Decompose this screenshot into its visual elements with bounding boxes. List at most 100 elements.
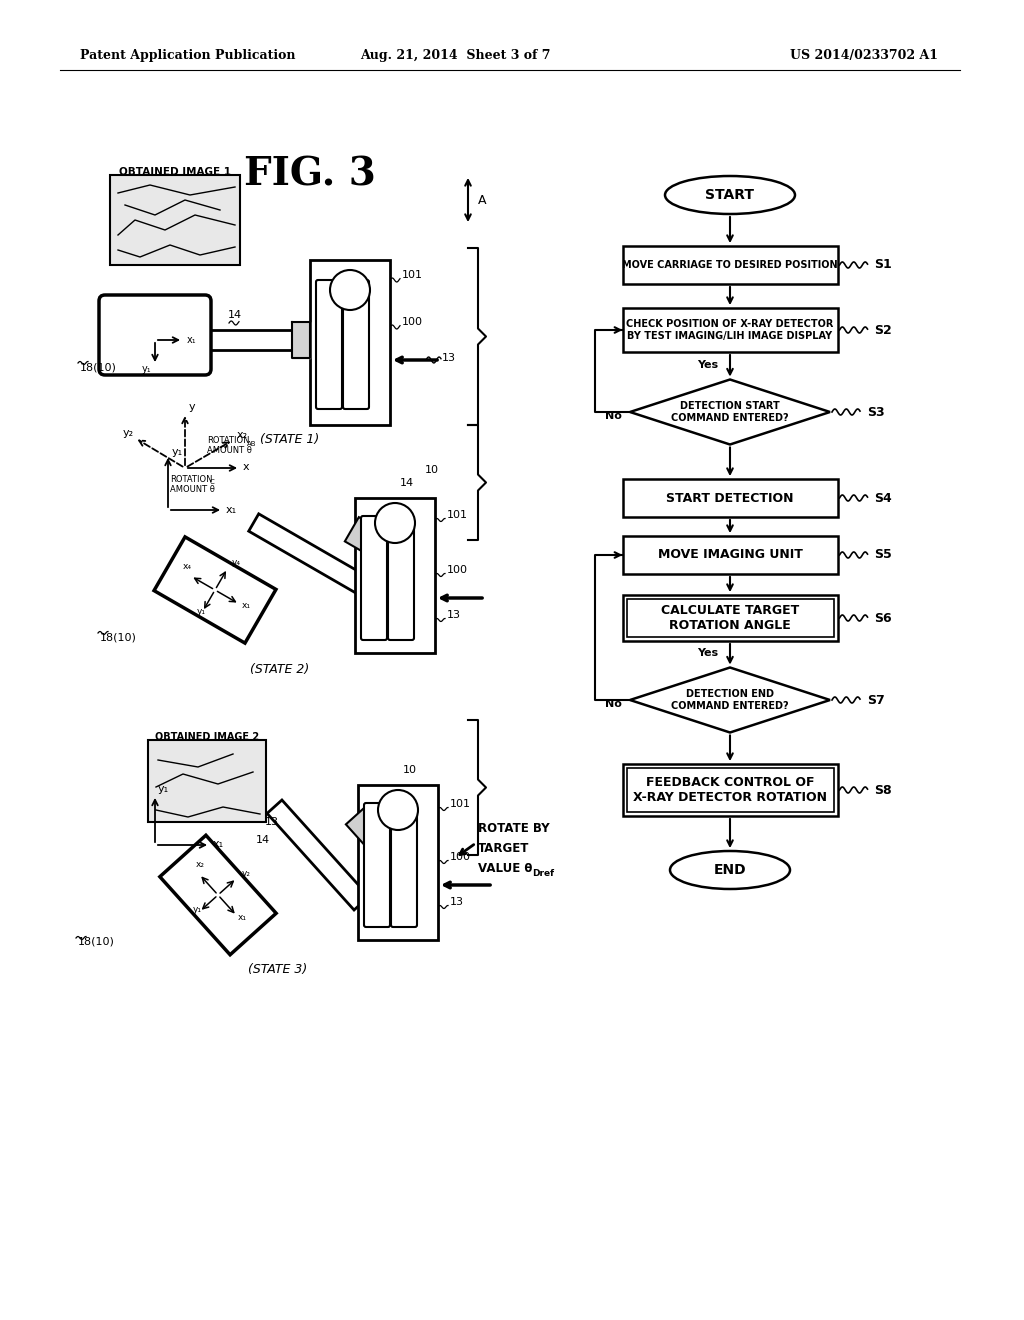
Text: US 2014/0233702 A1: US 2014/0233702 A1	[790, 49, 938, 62]
Text: x₁: x₁	[226, 506, 238, 515]
Text: 14: 14	[256, 836, 270, 845]
FancyBboxPatch shape	[355, 498, 435, 653]
Polygon shape	[160, 836, 276, 954]
Text: y₁: y₁	[141, 364, 151, 374]
Text: FIG. 3: FIG. 3	[244, 156, 376, 194]
Text: y₁: y₁	[158, 784, 169, 795]
Text: 101: 101	[402, 271, 423, 280]
Text: 101: 101	[447, 510, 468, 520]
FancyBboxPatch shape	[316, 280, 342, 409]
Text: y₂: y₂	[123, 428, 134, 438]
Text: y₂: y₂	[242, 870, 251, 878]
Text: (STATE 2): (STATE 2)	[251, 664, 309, 676]
Text: 18(10): 18(10)	[80, 362, 117, 372]
Text: x₁: x₁	[238, 913, 247, 923]
Polygon shape	[249, 513, 372, 597]
Polygon shape	[345, 517, 389, 558]
FancyBboxPatch shape	[364, 803, 390, 927]
Circle shape	[375, 503, 415, 543]
Text: TARGET: TARGET	[478, 842, 529, 855]
Text: x₁: x₁	[242, 601, 251, 610]
Text: CHECK POSITION OF X-RAY DETECTOR
BY TEST IMAGING/LIH IMAGE DISPLAY: CHECK POSITION OF X-RAY DETECTOR BY TEST…	[627, 319, 834, 341]
Text: START DETECTION: START DETECTION	[667, 491, 794, 504]
Text: ROTATE BY: ROTATE BY	[478, 822, 550, 836]
Text: Dref: Dref	[532, 869, 554, 878]
FancyBboxPatch shape	[623, 764, 838, 816]
Text: S5: S5	[874, 549, 892, 561]
FancyBboxPatch shape	[623, 536, 838, 574]
Text: x: x	[243, 462, 250, 473]
Circle shape	[378, 789, 418, 830]
FancyBboxPatch shape	[343, 280, 369, 409]
FancyBboxPatch shape	[627, 599, 834, 638]
Text: Aug. 21, 2014  Sheet 3 of 7: Aug. 21, 2014 Sheet 3 of 7	[360, 49, 551, 62]
Text: END: END	[714, 863, 746, 876]
FancyBboxPatch shape	[623, 479, 838, 517]
Text: 100: 100	[402, 317, 423, 327]
Text: 14: 14	[228, 310, 242, 319]
Text: ROTATION
AMOUNT θ: ROTATION AMOUNT θ	[207, 436, 252, 455]
FancyBboxPatch shape	[361, 516, 387, 640]
Ellipse shape	[670, 851, 790, 888]
Text: 13: 13	[265, 817, 279, 828]
Text: MOVE IMAGING UNIT: MOVE IMAGING UNIT	[657, 549, 803, 561]
Text: ROTATION
AMOUNT θ: ROTATION AMOUNT θ	[170, 475, 215, 494]
FancyBboxPatch shape	[623, 308, 838, 352]
Ellipse shape	[665, 176, 795, 214]
Text: OBTAINED IMAGE 1: OBTAINED IMAGE 1	[119, 168, 231, 177]
Text: y: y	[189, 403, 196, 412]
Text: 13: 13	[447, 610, 461, 620]
Text: OBTAINED IMAGE 2: OBTAINED IMAGE 2	[155, 733, 259, 742]
Text: (STATE 3): (STATE 3)	[249, 964, 307, 977]
FancyBboxPatch shape	[627, 768, 834, 812]
Text: FEEDBACK CONTROL OF
X-RAY DETECTOR ROTATION: FEEDBACK CONTROL OF X-RAY DETECTOR ROTAT…	[633, 776, 827, 804]
Text: 13: 13	[442, 352, 456, 363]
FancyBboxPatch shape	[99, 294, 211, 375]
Polygon shape	[630, 380, 830, 445]
Text: x₁: x₁	[213, 840, 224, 849]
FancyBboxPatch shape	[391, 803, 417, 927]
Text: 13: 13	[450, 898, 464, 907]
Text: C: C	[210, 479, 215, 484]
Text: MOVE CARRIAGE TO DESIRED POSITION: MOVE CARRIAGE TO DESIRED POSITION	[623, 260, 838, 271]
Polygon shape	[346, 805, 390, 850]
FancyBboxPatch shape	[310, 260, 390, 425]
Text: S6: S6	[874, 611, 892, 624]
Text: No: No	[605, 411, 622, 421]
FancyBboxPatch shape	[623, 595, 838, 642]
Text: y₁: y₁	[194, 906, 202, 915]
Text: x₂: x₂	[196, 859, 205, 869]
Text: 10: 10	[403, 766, 417, 775]
Text: x₂: x₂	[237, 430, 248, 440]
Text: Yes: Yes	[697, 648, 718, 659]
FancyBboxPatch shape	[388, 516, 414, 640]
Text: 10: 10	[425, 465, 439, 475]
Text: y₄: y₄	[231, 558, 241, 568]
Text: 100: 100	[450, 851, 471, 862]
Circle shape	[330, 271, 370, 310]
Text: y₁: y₁	[172, 447, 183, 457]
Polygon shape	[630, 668, 830, 733]
Text: 100: 100	[447, 565, 468, 576]
FancyBboxPatch shape	[358, 785, 438, 940]
Text: AB: AB	[247, 441, 256, 447]
FancyBboxPatch shape	[623, 246, 838, 284]
Text: 18(10): 18(10)	[100, 632, 137, 642]
Text: (STATE 1): (STATE 1)	[260, 433, 319, 446]
Text: S3: S3	[867, 405, 885, 418]
Text: No: No	[605, 700, 622, 709]
Text: Patent Application Publication: Patent Application Publication	[80, 49, 296, 62]
Text: S4: S4	[874, 491, 892, 504]
Text: CALCULATE TARGET
ROTATION ANGLE: CALCULATE TARGET ROTATION ANGLE	[660, 605, 799, 632]
Polygon shape	[154, 537, 275, 643]
Text: S8: S8	[874, 784, 892, 796]
Text: DETECTION END
COMMAND ENTERED?: DETECTION END COMMAND ENTERED?	[671, 689, 788, 710]
Text: START: START	[706, 187, 755, 202]
FancyBboxPatch shape	[148, 741, 266, 822]
Text: y₁: y₁	[197, 607, 206, 616]
Text: DETECTION START
COMMAND ENTERED?: DETECTION START COMMAND ENTERED?	[671, 401, 788, 422]
Text: S7: S7	[867, 693, 885, 706]
Text: S2: S2	[874, 323, 892, 337]
Text: A: A	[478, 194, 486, 206]
Text: x₁: x₁	[187, 335, 197, 345]
